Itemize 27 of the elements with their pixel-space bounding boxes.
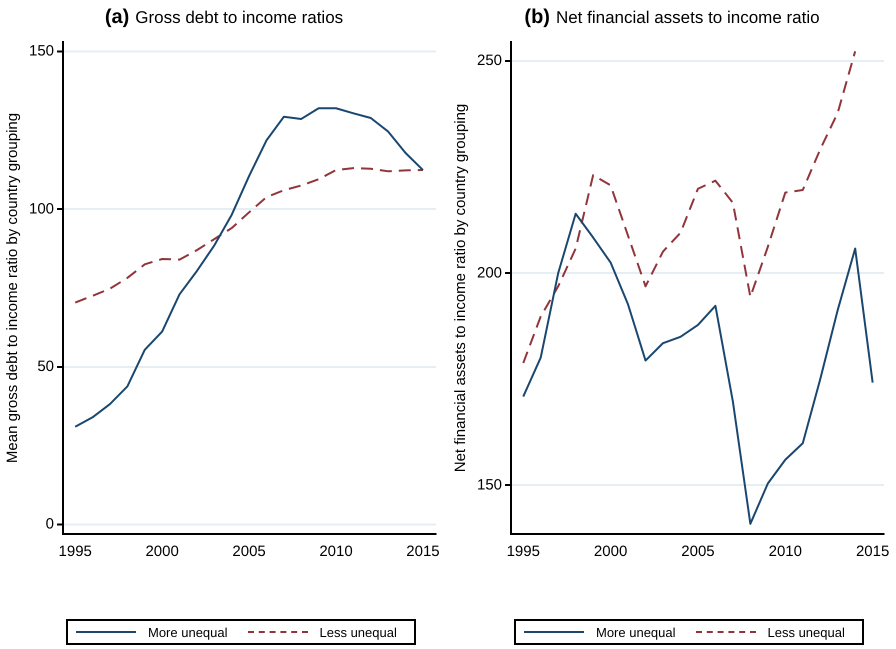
y-tick-label: 250 — [476, 52, 502, 70]
legend-label: Less unequal — [768, 624, 845, 640]
y-tick-label: 150 — [476, 476, 502, 494]
y-tick-label: 0 — [46, 516, 54, 533]
x-tick-label: 2010 — [768, 543, 802, 560]
x-tick-label: 2005 — [681, 543, 715, 560]
chart-title: (b) Net financial assets to income ratio — [523, 5, 821, 30]
legend-label: More unequal — [148, 624, 228, 640]
y-tick-label: 100 — [28, 200, 54, 218]
x-tick-label: 1995 — [58, 543, 92, 560]
line-series — [522, 50, 856, 364]
line-series — [74, 167, 424, 304]
legend-label: Less unequal — [320, 624, 397, 640]
y-tick-label: 50 — [37, 358, 54, 375]
chart-title: (a) Gross debt to income ratios — [104, 5, 344, 30]
x-tick-label: 2015 — [406, 543, 440, 560]
y-axis-title: Net financial assets to income ratio by country grouping — [452, 104, 470, 472]
x-tick-label: 1995 — [506, 543, 540, 560]
y-tick-label: 200 — [476, 264, 502, 282]
x-tick-label: 2015 — [856, 543, 890, 560]
y-tick-label: 150 — [28, 42, 54, 60]
x-tick-label: 2005 — [232, 543, 266, 560]
x-tick-label: 2000 — [594, 543, 628, 560]
x-tick-label: 2000 — [145, 543, 179, 560]
legend-label: More unequal — [596, 624, 676, 640]
y-axis-title: Mean gross debt to income ratio by country grouping — [4, 112, 22, 464]
x-tick-label: 2010 — [319, 543, 353, 560]
